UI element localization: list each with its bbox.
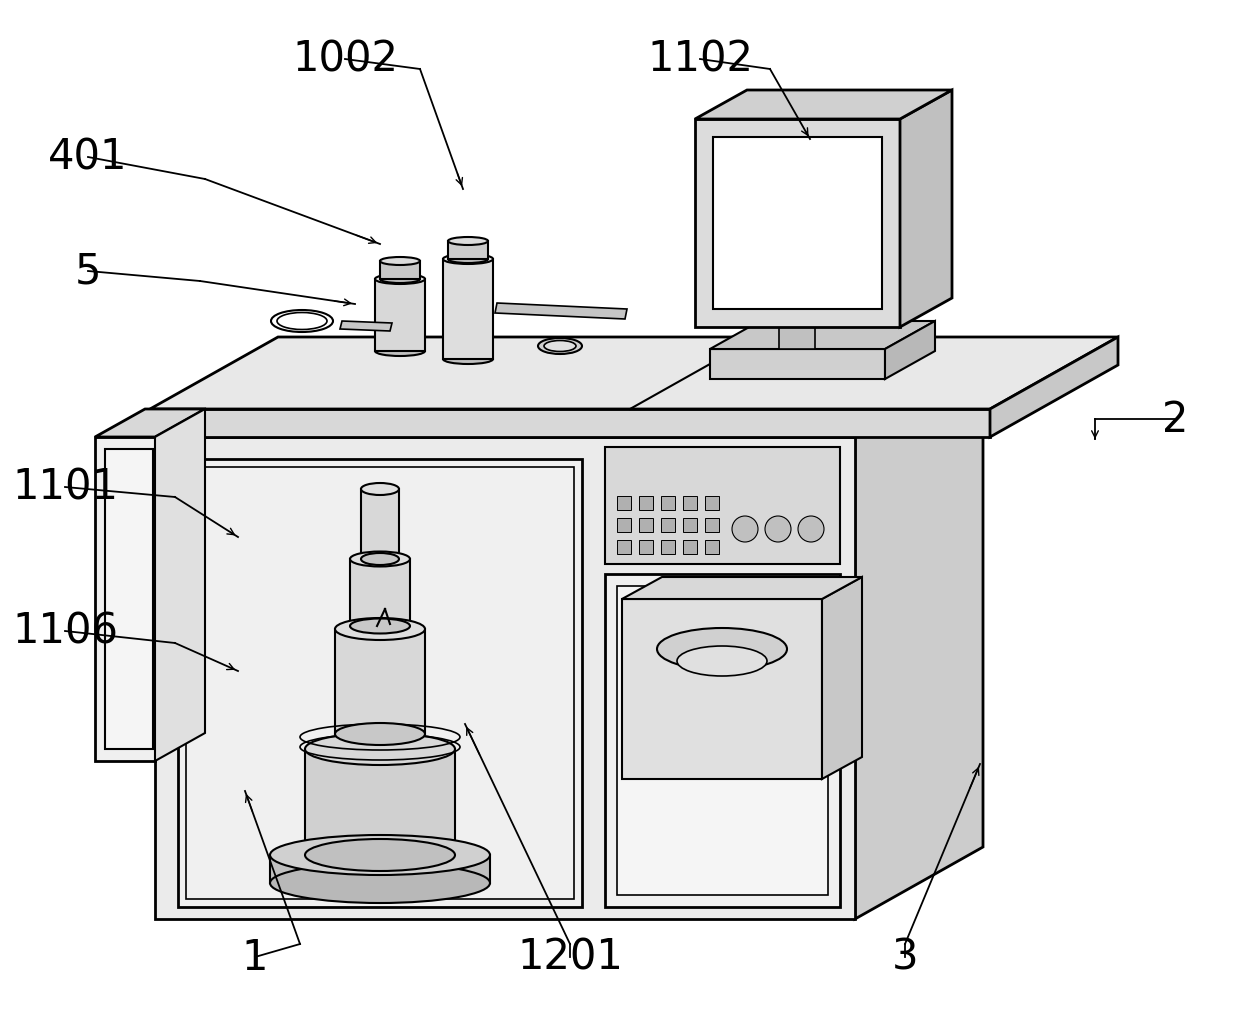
Text: 1106: 1106 <box>12 610 118 652</box>
Text: 2: 2 <box>1162 398 1188 440</box>
Polygon shape <box>179 460 582 907</box>
Polygon shape <box>270 855 490 883</box>
Bar <box>683 519 697 533</box>
Text: 1: 1 <box>242 936 268 978</box>
Polygon shape <box>374 280 425 352</box>
Polygon shape <box>622 578 862 599</box>
Polygon shape <box>885 322 935 380</box>
Ellipse shape <box>350 552 410 567</box>
Polygon shape <box>856 366 983 919</box>
Ellipse shape <box>335 723 425 745</box>
Bar <box>618 519 631 533</box>
Polygon shape <box>350 559 410 627</box>
Ellipse shape <box>379 276 420 283</box>
Polygon shape <box>622 599 822 780</box>
Ellipse shape <box>448 256 489 264</box>
Ellipse shape <box>657 629 787 671</box>
Circle shape <box>799 517 825 542</box>
Polygon shape <box>900 91 952 328</box>
Bar <box>706 519 719 533</box>
Bar <box>639 519 653 533</box>
Bar <box>706 540 719 554</box>
Polygon shape <box>305 749 455 855</box>
Polygon shape <box>361 489 399 559</box>
Ellipse shape <box>379 258 420 266</box>
Bar <box>618 540 631 554</box>
Ellipse shape <box>335 619 425 640</box>
Circle shape <box>732 517 758 542</box>
Polygon shape <box>694 91 952 120</box>
Bar <box>683 496 697 511</box>
Ellipse shape <box>305 840 455 871</box>
Polygon shape <box>155 437 856 919</box>
Polygon shape <box>495 304 627 320</box>
Polygon shape <box>150 337 1118 410</box>
Ellipse shape <box>443 355 494 365</box>
Ellipse shape <box>374 346 425 357</box>
Ellipse shape <box>448 237 489 246</box>
Polygon shape <box>448 242 489 260</box>
Polygon shape <box>618 586 828 895</box>
Polygon shape <box>694 120 900 328</box>
Polygon shape <box>605 447 839 565</box>
Ellipse shape <box>270 863 490 903</box>
Polygon shape <box>155 366 983 437</box>
Bar <box>639 540 653 554</box>
Polygon shape <box>105 449 153 749</box>
Polygon shape <box>779 325 815 350</box>
Bar <box>683 540 697 554</box>
Polygon shape <box>379 262 420 280</box>
Ellipse shape <box>350 619 410 634</box>
Polygon shape <box>155 410 205 761</box>
Text: 1101: 1101 <box>12 467 118 508</box>
Bar <box>618 496 631 511</box>
Bar <box>706 496 719 511</box>
Ellipse shape <box>361 484 399 495</box>
Polygon shape <box>150 410 990 437</box>
Ellipse shape <box>538 338 582 355</box>
Bar <box>661 496 675 511</box>
Ellipse shape <box>374 275 425 284</box>
Text: 401: 401 <box>48 137 128 178</box>
Ellipse shape <box>305 734 455 765</box>
Ellipse shape <box>677 646 768 677</box>
Polygon shape <box>335 630 425 735</box>
Ellipse shape <box>443 255 494 265</box>
Circle shape <box>765 517 791 542</box>
Polygon shape <box>605 575 839 907</box>
Ellipse shape <box>270 836 490 875</box>
Polygon shape <box>713 138 882 310</box>
Polygon shape <box>711 322 935 350</box>
Text: 1102: 1102 <box>647 39 753 81</box>
Bar <box>661 540 675 554</box>
Text: 1002: 1002 <box>293 39 398 81</box>
Bar <box>639 496 653 511</box>
Polygon shape <box>95 410 205 437</box>
Text: 1201: 1201 <box>517 936 622 978</box>
Bar <box>661 519 675 533</box>
Polygon shape <box>711 350 885 380</box>
Polygon shape <box>443 260 494 360</box>
Polygon shape <box>822 578 862 780</box>
Ellipse shape <box>544 341 577 353</box>
Polygon shape <box>340 322 392 331</box>
Polygon shape <box>95 437 155 761</box>
Text: 3: 3 <box>892 936 919 978</box>
Polygon shape <box>990 337 1118 437</box>
Ellipse shape <box>361 553 399 566</box>
Text: 5: 5 <box>74 251 102 292</box>
